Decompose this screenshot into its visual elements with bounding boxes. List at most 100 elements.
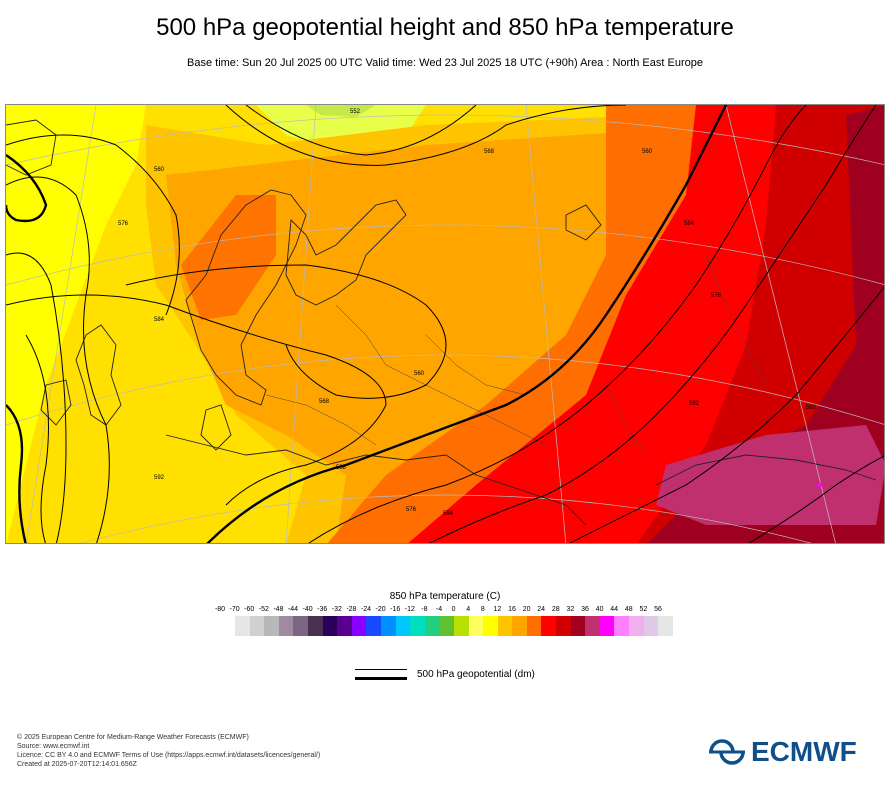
legend-color-swatch	[235, 616, 250, 636]
legend-color-swatch	[366, 616, 381, 636]
legend-color-swatch	[380, 616, 396, 636]
temp-field-20-24-scandi	[181, 195, 276, 320]
ecmwf-logo-text: ECMWF	[751, 736, 857, 767]
contour-label: 552	[350, 109, 361, 115]
legend-color-swatch	[278, 616, 294, 636]
map-canvas: 552 568 560 576 584 592 568 560 584 576 …	[6, 105, 884, 543]
ecmwf-logo-mark-icon	[709, 739, 745, 765]
legend-tick-label: 52	[639, 606, 648, 613]
legend-color-swatch	[410, 616, 425, 636]
page-subtitle: Base time: Sun 20 Jul 2025 00 UTC Valid …	[187, 57, 703, 69]
contour-label: 584	[443, 511, 454, 517]
legend-color-swatch	[337, 616, 352, 636]
legend-tick-label: -48	[273, 606, 284, 613]
contour-label: 592	[689, 401, 700, 407]
geopotential-legend: 500 hPa geopotential (dm)	[355, 666, 535, 682]
contour-label: 592	[154, 475, 165, 481]
legend-color-swatch	[453, 616, 469, 636]
legend-tick-label: 24	[537, 606, 546, 613]
legend-colorbar	[235, 616, 673, 636]
legend-color-swatch	[293, 616, 308, 636]
legend-tick-label: 40	[595, 606, 604, 613]
legend-color-swatch	[483, 616, 498, 636]
legend-tick-label: 16	[508, 606, 516, 613]
legend-color-swatch	[556, 616, 571, 636]
coastlines	[6, 119, 877, 526]
contour-label: 576	[406, 507, 417, 513]
legend-tick-label: 12	[493, 606, 502, 613]
legend-color-swatch	[395, 616, 411, 636]
footer-credits: © 2025 European Centre for Medium-Range …	[17, 733, 320, 769]
legend-tick-label: 36	[581, 606, 589, 613]
max-temp-marker	[817, 482, 823, 488]
legend-tick-label: -52	[258, 606, 269, 613]
contour-label: 560	[154, 167, 165, 173]
legend-tick-label: 4	[466, 606, 471, 613]
contour-label: 568	[484, 149, 495, 155]
geopotential-legend-label: 500 hPa geopotential (dm)	[417, 668, 535, 680]
legend-tick-label: -80	[214, 606, 226, 613]
page-title: 500 hPa geopotential height and 850 hPa …	[156, 14, 734, 41]
borders	[265, 254, 767, 456]
contour-label: 592	[806, 405, 817, 411]
contour-label: 568	[319, 399, 330, 405]
legend-color-swatch	[497, 616, 513, 636]
legend-tick-label: 44	[610, 606, 619, 613]
legend-title: 850 hPa temperature (C)	[389, 591, 501, 602]
contour-label: 560	[642, 149, 653, 155]
legend-tick-label: -36	[317, 606, 328, 613]
temp-field-36-40	[656, 425, 884, 525]
legend-tick-label: -28	[346, 606, 357, 613]
legend-tick-label: -70	[229, 606, 240, 613]
legend-color-swatch	[307, 616, 323, 636]
temp-field-cold	[306, 105, 376, 117]
legend-tick-label: -16	[390, 606, 401, 613]
geopotential-legend-lines	[355, 667, 407, 681]
legend-color-swatch	[658, 616, 673, 636]
geopotential-contours	[6, 105, 884, 543]
contour-label: 568	[336, 465, 347, 471]
legend-tick-label: 0	[451, 606, 456, 613]
footer-line: Source: www.ecmwf.int	[17, 743, 90, 750]
legend-color-swatch	[629, 616, 644, 636]
ecmwf-logo: ECMWF	[707, 736, 877, 767]
legend-color-swatch	[526, 616, 542, 636]
legend-color-swatch	[351, 616, 367, 636]
legend-color-swatch	[541, 616, 557, 636]
legend-tick-label: 48	[624, 606, 633, 613]
legend-color-swatch	[599, 616, 615, 636]
contour-label: 576	[118, 221, 129, 227]
legend-color-swatch	[424, 616, 440, 636]
legend-color-swatch	[512, 616, 527, 636]
contour-label: 560	[414, 371, 425, 377]
legend-tick-label: -8	[421, 606, 428, 613]
legend-color-swatch	[468, 616, 484, 636]
legend-color-swatch	[585, 616, 600, 636]
legend-tick-label: 56	[654, 606, 662, 613]
legend-color-swatch	[643, 616, 659, 636]
legend-tick-label: 8	[480, 606, 485, 613]
legend-color-swatch	[614, 616, 630, 636]
legend-tick-label: -4	[435, 606, 443, 613]
contour-label: 576	[711, 293, 722, 299]
legend-color-swatch	[570, 616, 586, 636]
legend-tick-label: -44	[287, 606, 299, 613]
legend-color-swatch	[439, 616, 454, 636]
contour-label: 584	[684, 221, 695, 227]
legend-tick-label: -12	[404, 606, 415, 613]
legend-tick-label: -60	[244, 606, 255, 613]
legend-color-swatch	[264, 616, 279, 636]
weather-map: 552 568 560 576 584 592 568 560 584 576 …	[5, 104, 885, 544]
legend-tick-label: -24	[360, 606, 372, 613]
legend-tick-label: 32	[566, 606, 575, 613]
footer-line: Created at 2025-07-20T12:14:01.656Z	[17, 761, 137, 768]
graticule	[6, 105, 884, 543]
footer-line: © 2025 European Centre for Medium-Range …	[17, 734, 249, 741]
legend-tick-label: -40	[302, 606, 313, 613]
legend-tick-label: -32	[331, 606, 342, 613]
legend-tick-label: 20	[522, 606, 531, 613]
contour-label: 584	[154, 317, 165, 323]
legend-color-swatch	[249, 616, 265, 636]
footer-line: Licence: CC BY 4.0 and ECMWF Terms of Us…	[17, 752, 321, 759]
contour-labels: 552 568 560 576 584 592 568 560 584 576 …	[118, 109, 817, 517]
